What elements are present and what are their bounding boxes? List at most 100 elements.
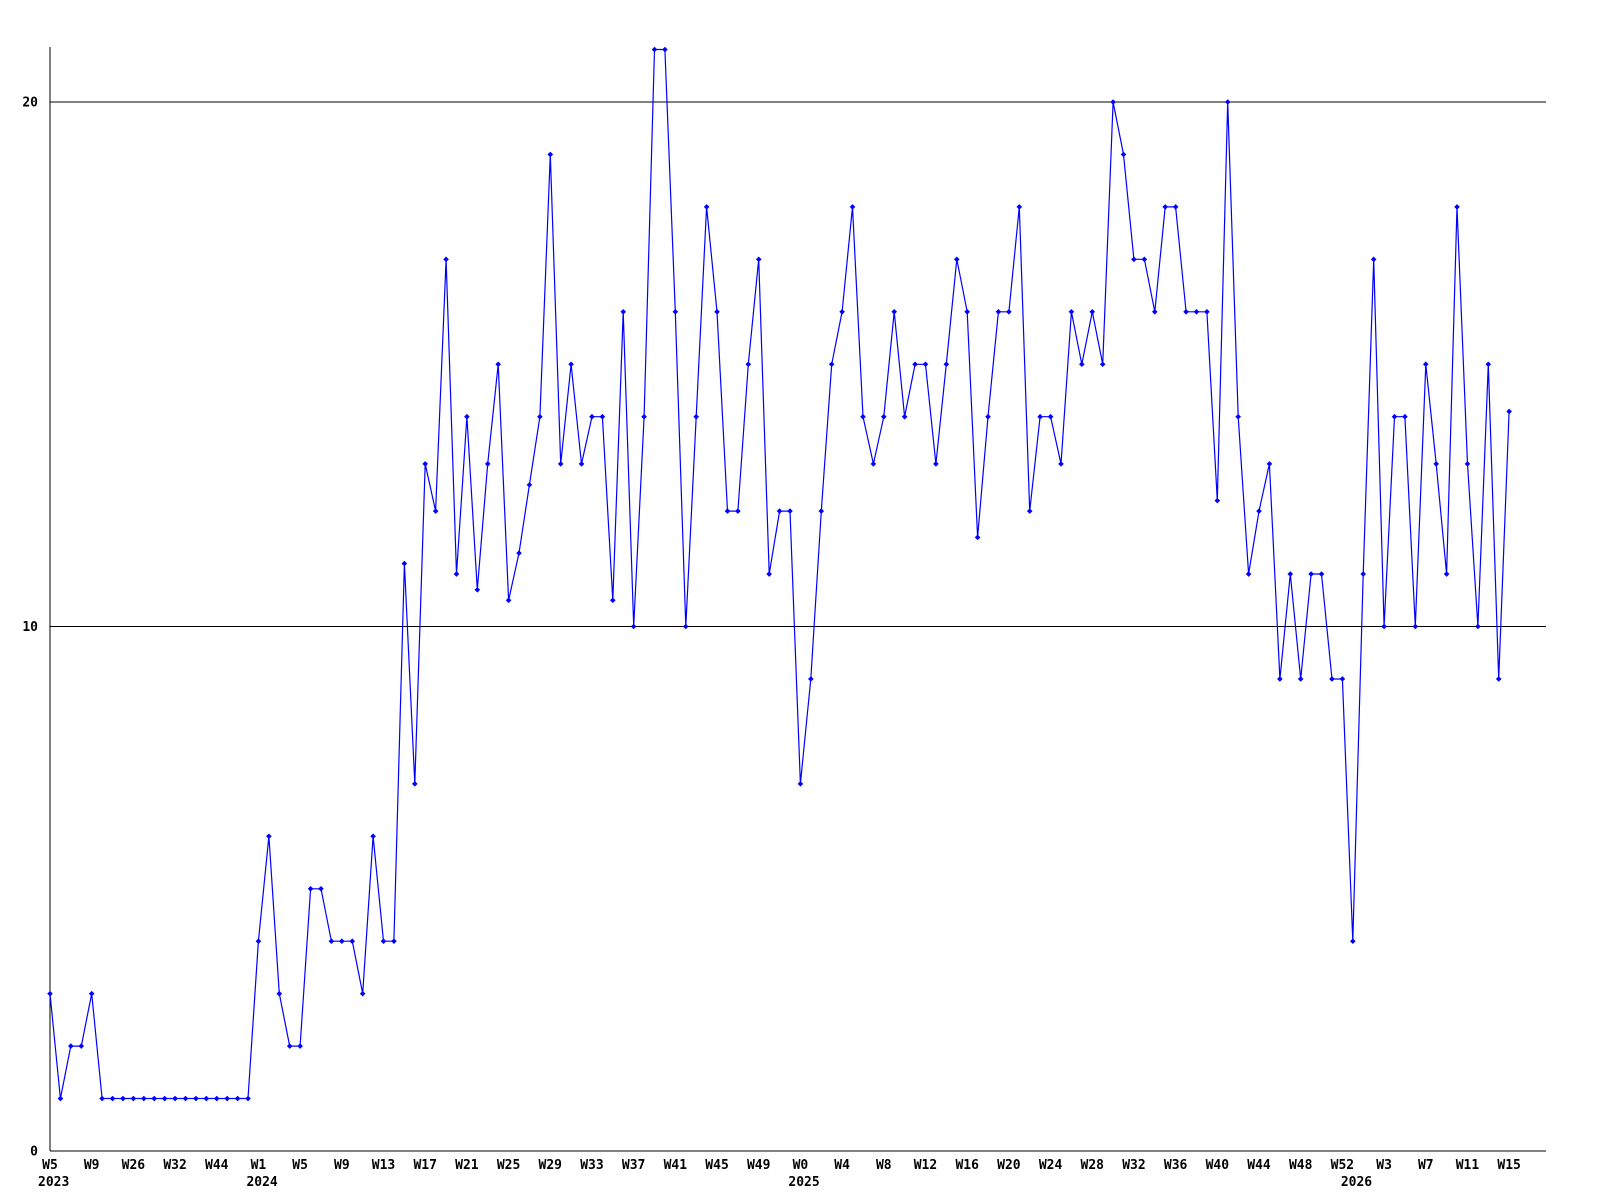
data-point-marker: [505, 597, 512, 604]
data-point-marker: [443, 256, 449, 263]
data-point-marker: [1256, 508, 1262, 514]
data-point-marker: [422, 461, 429, 467]
data-point-marker: [1006, 309, 1012, 315]
data-point-marker: [1214, 497, 1221, 504]
data-point-marker: [276, 990, 283, 997]
data-point-marker: [1224, 99, 1231, 105]
data-point-marker: [672, 309, 679, 315]
data-point-marker: [568, 361, 574, 368]
data-point-marker: [68, 1043, 74, 1049]
data-point-marker: [172, 1095, 178, 1102]
data-point-marker: [849, 204, 856, 210]
data-point-marker: [693, 413, 699, 420]
y-axis-tick-label: 0: [30, 1145, 38, 1160]
data-point-marker: [349, 938, 356, 944]
data-point-marker: [1297, 676, 1304, 682]
x-tick-label: W20: [997, 1158, 1021, 1173]
x-tick-label: W17: [413, 1158, 436, 1173]
data-point-marker: [88, 990, 95, 997]
data-point-marker: [1037, 413, 1043, 420]
x-tick-label: W11: [1456, 1158, 1480, 1173]
data-point-marker: [1151, 309, 1158, 315]
data-point-marker: [224, 1095, 230, 1102]
x-tick-label: W44: [1247, 1158, 1271, 1173]
data-point-marker: [464, 413, 470, 420]
x-tick-label: W21: [455, 1158, 479, 1173]
data-point-marker: [182, 1095, 189, 1102]
data-point-marker: [1422, 361, 1429, 368]
data-point-marker: [213, 1095, 220, 1102]
data-point-marker: [286, 1043, 293, 1049]
data-point-marker: [1079, 361, 1085, 368]
data-point-marker: [1162, 204, 1169, 210]
data-point-marker: [245, 1095, 251, 1102]
year-label: 2023: [38, 1175, 69, 1190]
data-point-marker: [411, 781, 418, 787]
data-point-marker: [339, 938, 345, 944]
x-tick-label: W1: [251, 1158, 267, 1173]
data-point-marker: [1391, 413, 1398, 420]
x-tick-label: W24: [1039, 1158, 1063, 1173]
data-point-marker: [78, 1043, 85, 1049]
data-point-marker: [1110, 99, 1116, 105]
data-point-marker: [860, 413, 866, 420]
x-tick-label: W15: [1497, 1158, 1520, 1173]
data-point-marker: [1360, 571, 1367, 577]
data-point-marker: [1412, 623, 1419, 630]
x-tick-label: W49: [747, 1158, 770, 1173]
data-point-marker: [57, 1095, 64, 1102]
data-point-marker: [1329, 676, 1335, 682]
year-label: 2025: [788, 1175, 819, 1190]
data-point-marker: [578, 461, 585, 467]
data-point-marker: [901, 413, 908, 420]
data-point-marker: [234, 1095, 241, 1102]
data-point-marker: [641, 413, 647, 420]
data-point-marker: [516, 550, 522, 556]
data-point-marker: [818, 508, 825, 514]
data-point-marker: [297, 1043, 303, 1049]
data-point-marker: [141, 1095, 147, 1102]
data-point-marker: [1350, 938, 1356, 944]
data-point-marker: [1131, 256, 1137, 263]
data-point-marker: [557, 461, 564, 467]
x-tick-label: W40: [1206, 1158, 1230, 1173]
data-point-marker: [974, 534, 981, 541]
data-point-marker: [495, 361, 501, 368]
data-point-marker: [1277, 676, 1283, 682]
data-point-marker: [839, 309, 845, 315]
data-point-marker: [318, 885, 324, 892]
data-point-marker: [99, 1095, 105, 1102]
x-tick-label: W3: [1376, 1158, 1392, 1173]
data-point-marker: [1183, 309, 1189, 315]
data-point-marker: [120, 1095, 126, 1102]
data-point-marker: [964, 309, 970, 315]
data-point-marker: [808, 676, 814, 682]
data-point-marker: [1433, 461, 1439, 467]
data-point-marker: [1068, 309, 1075, 315]
data-point-marker: [193, 1095, 199, 1102]
data-point-marker: [484, 461, 491, 467]
data-point-marker: [401, 560, 408, 567]
x-tick-label: W9: [84, 1158, 100, 1173]
data-point-marker: [755, 256, 762, 263]
y-axis-tick-label: 10: [22, 620, 38, 635]
data-point-marker: [1026, 508, 1033, 514]
data-point-marker: [1204, 309, 1210, 315]
data-point-marker: [610, 597, 616, 604]
x-tick-label: W45: [705, 1158, 728, 1173]
data-point-marker: [130, 1095, 137, 1102]
data-point-marker: [370, 833, 376, 840]
data-point-marker: [891, 309, 898, 315]
data-point-marker: [1058, 461, 1064, 467]
x-tick-label: W9: [334, 1158, 350, 1173]
x-tick-label: W5: [292, 1158, 308, 1173]
data-point-marker: [797, 781, 804, 787]
data-point-marker: [1120, 151, 1127, 158]
data-point-marker: [307, 885, 314, 892]
data-point-marker: [662, 46, 668, 53]
x-tick-label: W32: [163, 1158, 186, 1173]
data-point-marker: [1047, 413, 1054, 420]
x-tick-label: W8: [876, 1158, 892, 1173]
data-point-marker: [47, 990, 53, 997]
